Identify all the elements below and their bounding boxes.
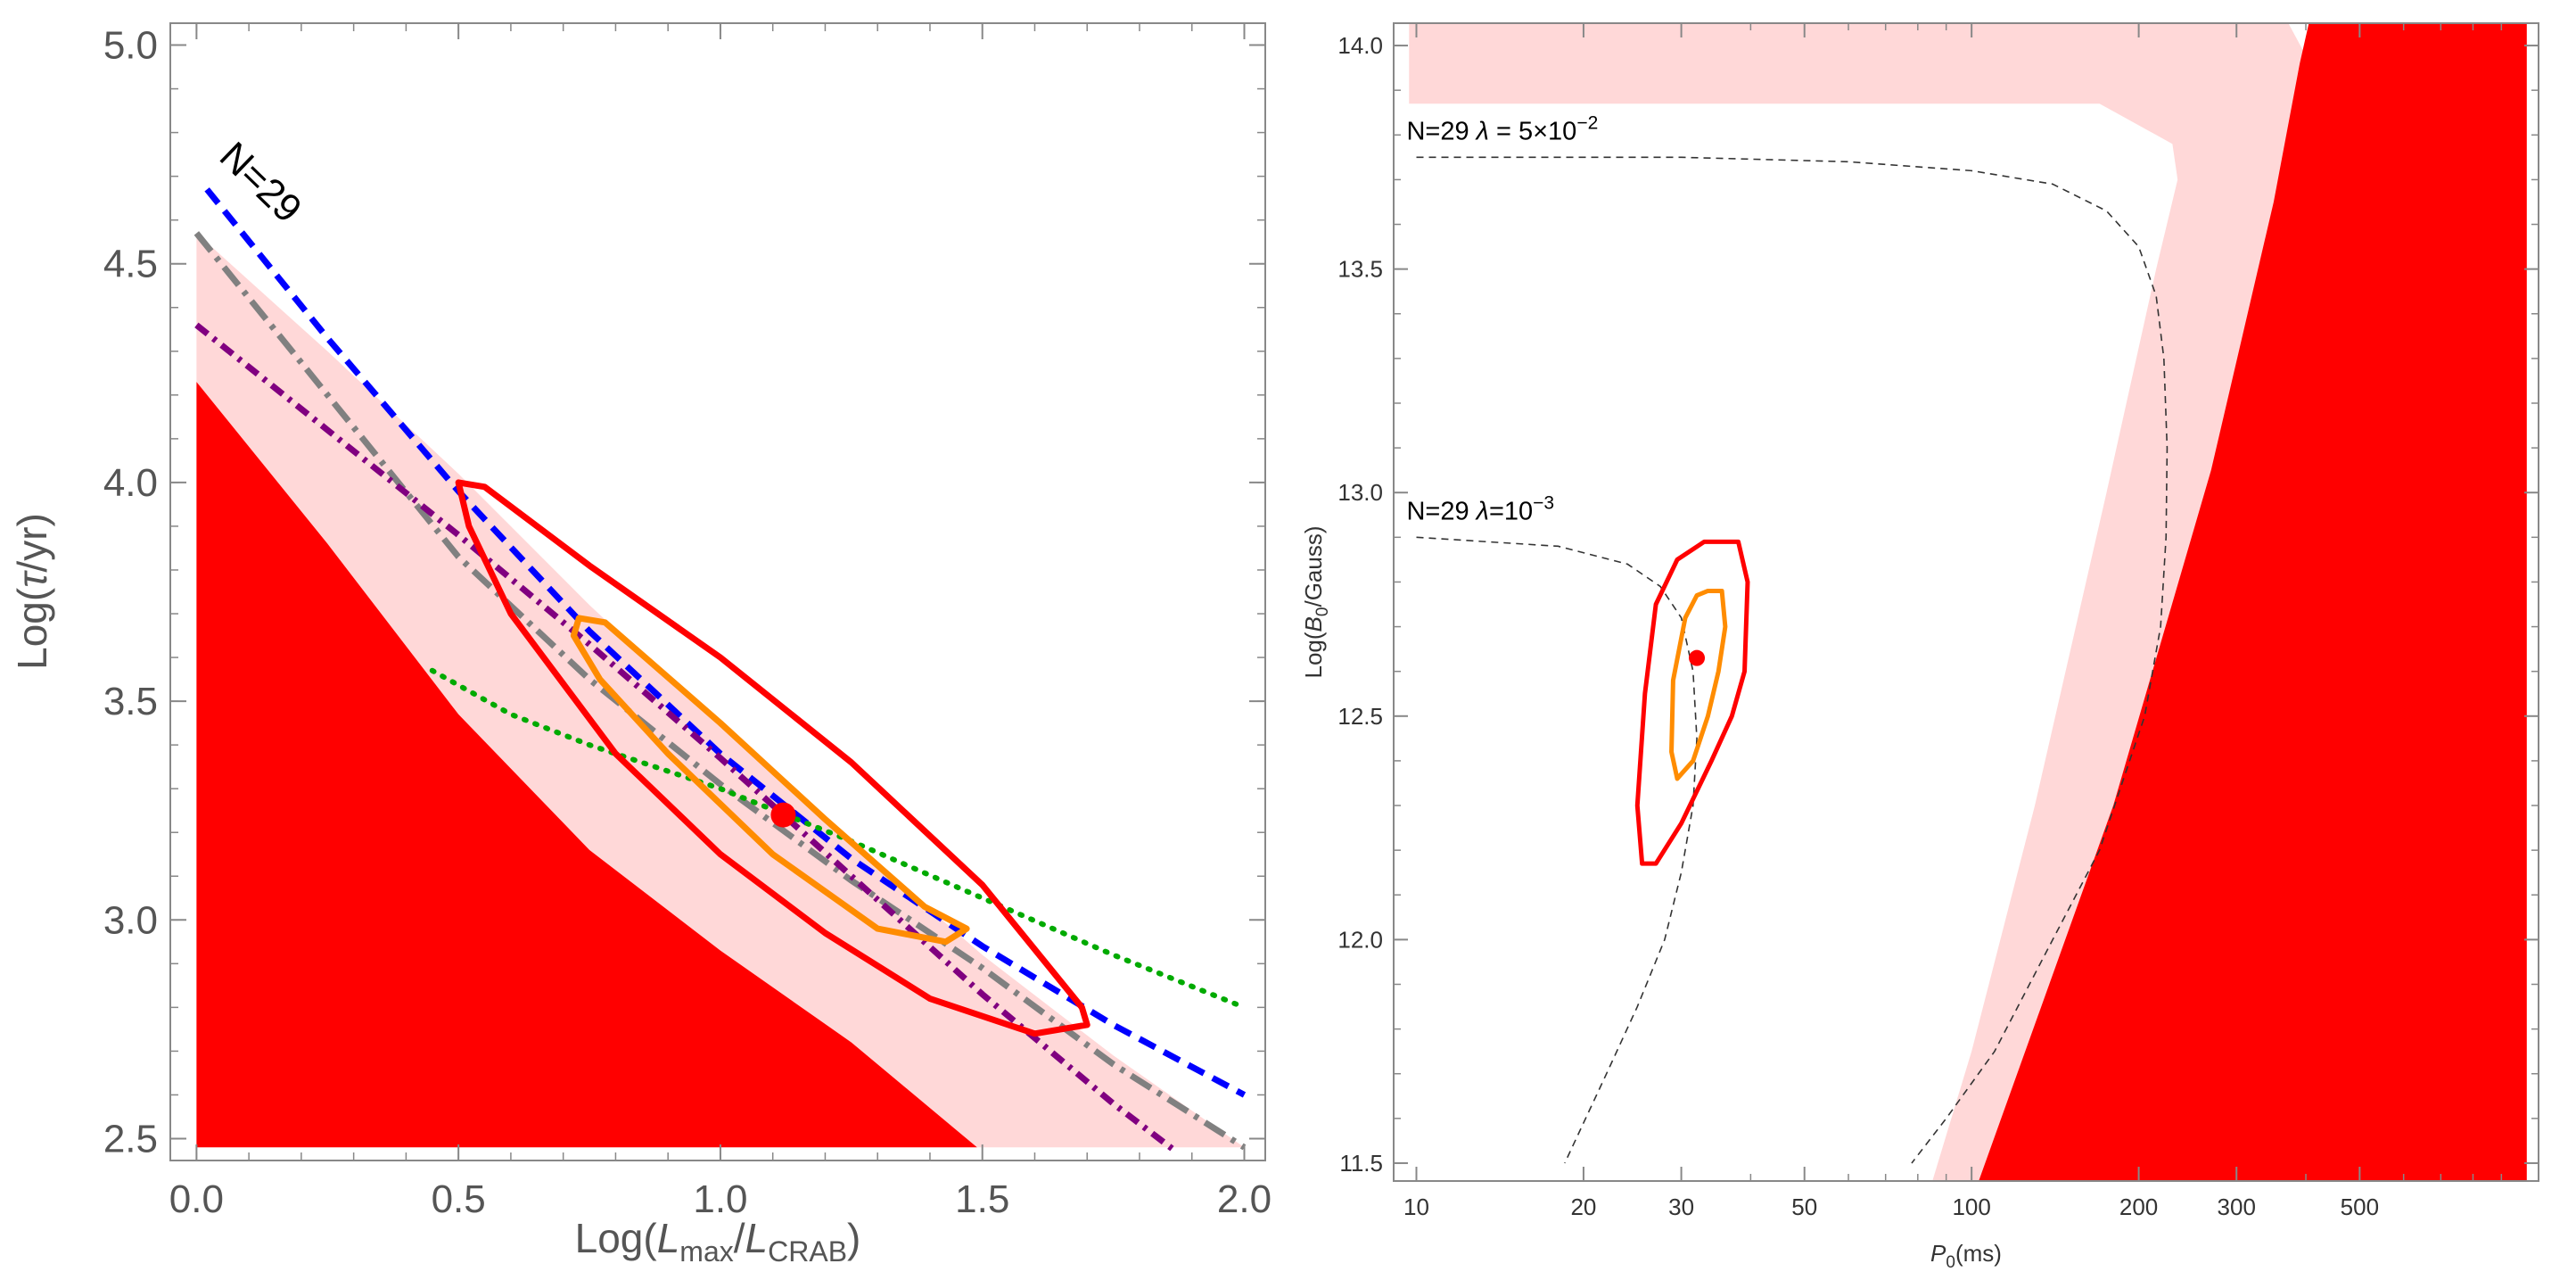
x-tick-label: 2.0 — [1217, 1177, 1272, 1221]
best-fit-point — [770, 802, 796, 828]
right-ticks: 10 20 30 50 100 200 300 500 11.5 12.0 12.5 13.0 13.5… — [1337, 23, 2539, 1220]
x-tick-label: 20 — [1570, 1194, 1596, 1220]
x-tick-label: 500 — [2341, 1194, 2379, 1220]
right-panel: 10 20 30 50 100 200 300 500 11.5 12.0 12.5 13.0 13.5… — [1300, 22, 2539, 1272]
annotation-lambda-1e-3: N=29 λ=10−3 — [1406, 492, 1554, 525]
y-tick-label: 14.0 — [1337, 32, 1383, 59]
y-tick-label: 13.0 — [1337, 479, 1383, 506]
left-y-axis-title: Log(τ/yr) — [9, 513, 55, 670]
x-tick-label: 200 — [2119, 1194, 2158, 1220]
y-tick-label: 13.5 — [1337, 256, 1383, 283]
y-tick-label: 12.5 — [1337, 703, 1383, 730]
x-tick-label: 50 — [1791, 1194, 1817, 1220]
x-tick-label: 1.0 — [693, 1177, 747, 1221]
y-tick-label: 2.5 — [103, 1117, 158, 1160]
x-tick-label: 0.0 — [169, 1177, 224, 1221]
y-tick-label: 11.5 — [1339, 1150, 1383, 1177]
left-frame — [169, 22, 1266, 1161]
right-x-axis-title: P0(ms) — [1930, 1240, 2002, 1272]
x-tick-label: 30 — [1668, 1194, 1694, 1220]
right-frame — [1393, 22, 2539, 1182]
left-plot-area — [193, 187, 1247, 1154]
red-excluded-region — [196, 382, 977, 1148]
right-y-axis-title: Log(B0/Gauss) — [1300, 526, 1332, 679]
x-tick-label: 100 — [1952, 1194, 1990, 1220]
red-contour — [455, 479, 1090, 1037]
x-tick-label: 1.5 — [955, 1177, 1009, 1221]
x-tick-label: 0.5 — [432, 1177, 486, 1221]
y-tick-label: 4.5 — [103, 243, 158, 286]
y-tick-label: 12.0 — [1337, 926, 1383, 953]
y-tick-label: 5.0 — [103, 24, 158, 68]
x-tick-label: 10 — [1403, 1194, 1429, 1220]
red-contour — [1634, 539, 1750, 866]
red-region — [1979, 23, 2527, 1181]
y-tick-label: 4.0 — [103, 461, 158, 505]
left-x-axis-title: Log(Lmax/LCRAB) — [575, 1215, 861, 1268]
lower-dashed-curve — [1416, 536, 1698, 1164]
right-plot-area — [1409, 23, 2527, 1181]
orange-contour — [1669, 588, 1728, 781]
pink-band — [1409, 23, 2307, 1181]
gray-dash-dot — [193, 231, 1247, 1151]
purple-dash-dot — [194, 322, 1179, 1154]
x-tick-label: 300 — [2218, 1194, 2256, 1220]
blue-dashed — [204, 187, 1247, 1098]
annotation-lambda-5e-2: N=29 λ = 5×10−2 — [1406, 112, 1598, 145]
left-panel: 0.0 0.5 1.0 1.5 2.02.53.03.54.04.55.0 N=29 L… — [9, 22, 1272, 1268]
y-tick-label: 3.5 — [103, 680, 158, 723]
y-tick-label: 3.0 — [103, 898, 158, 942]
orange-contour — [570, 615, 970, 946]
left-ticks: 0.0 0.5 1.0 1.5 2.0 2.5 3.0 3.5 4.0 4.5 5.0 — [103, 23, 1272, 1221]
best-fit-point — [1689, 649, 1706, 666]
